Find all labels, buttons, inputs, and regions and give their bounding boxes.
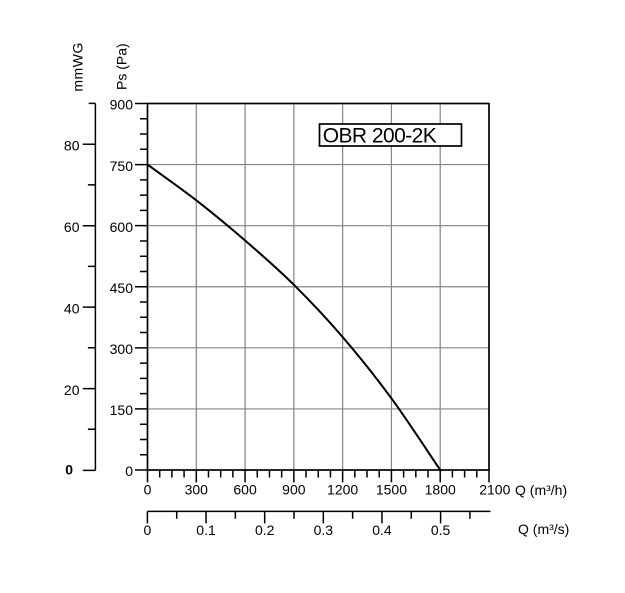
svg-text:Q (m³/s): Q (m³/s) xyxy=(518,521,569,537)
svg-text:600: 600 xyxy=(110,219,134,235)
svg-text:0.3: 0.3 xyxy=(314,522,334,538)
svg-text:450: 450 xyxy=(110,280,134,296)
svg-text:20: 20 xyxy=(64,382,80,398)
svg-text:0.5: 0.5 xyxy=(431,522,451,538)
svg-text:0.2: 0.2 xyxy=(255,522,275,538)
svg-text:0.4: 0.4 xyxy=(372,522,392,538)
svg-text:300: 300 xyxy=(185,482,209,498)
svg-text:750: 750 xyxy=(110,158,134,174)
svg-text:60: 60 xyxy=(64,219,80,235)
svg-text:1200: 1200 xyxy=(327,482,358,498)
svg-text:600: 600 xyxy=(233,482,257,498)
svg-text:mmWG: mmWG xyxy=(69,42,85,91)
svg-text:40: 40 xyxy=(64,300,80,316)
svg-text:0: 0 xyxy=(65,461,73,477)
svg-text:900: 900 xyxy=(110,97,134,113)
svg-text:1500: 1500 xyxy=(376,482,407,498)
svg-text:OBR 200-2K: OBR 200-2K xyxy=(323,125,437,148)
svg-text:2100: 2100 xyxy=(479,482,510,498)
svg-text:150: 150 xyxy=(110,402,134,418)
svg-text:0: 0 xyxy=(144,522,152,538)
svg-text:900: 900 xyxy=(282,482,306,498)
svg-text:0.1: 0.1 xyxy=(196,522,216,538)
svg-text:80: 80 xyxy=(64,137,80,153)
svg-text:1800: 1800 xyxy=(425,482,456,498)
svg-text:0: 0 xyxy=(144,482,152,498)
svg-text:300: 300 xyxy=(110,341,134,357)
svg-text:0: 0 xyxy=(125,463,133,479)
svg-text:Q (m³/h): Q (m³/h) xyxy=(515,482,567,498)
svg-text:Ps (Pa): Ps (Pa) xyxy=(113,43,129,90)
